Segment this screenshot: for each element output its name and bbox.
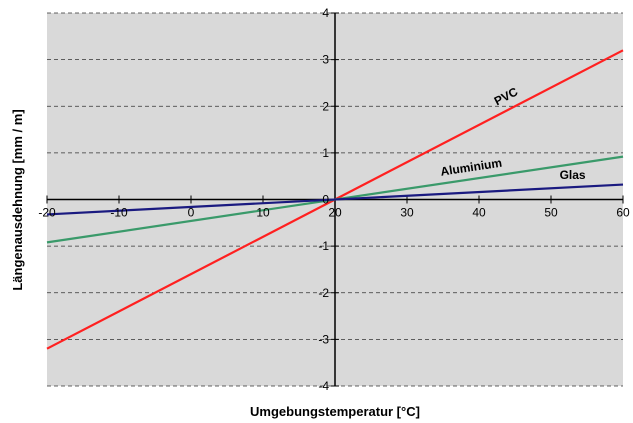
x-tick-label-60: 60 xyxy=(616,206,630,220)
y-tick-label-2: 2 xyxy=(322,99,329,113)
series-label-glas: Glas xyxy=(560,168,586,182)
y-tick-label-4: 4 xyxy=(322,6,329,20)
x-tick-label-0: 0 xyxy=(188,206,195,220)
x-tick-label-10: 10 xyxy=(256,206,270,220)
x-tick-label-20: 20 xyxy=(328,206,342,220)
y-tick-label-3: 3 xyxy=(322,53,329,67)
x-tick-label-50: 50 xyxy=(544,206,558,220)
y-tick-label-1: 1 xyxy=(322,146,329,160)
x-tick-label--20: -20 xyxy=(38,206,56,220)
x-axis-title: Umgebungstemperatur [°C] xyxy=(250,404,420,419)
x-tick-label--10: -10 xyxy=(110,206,128,220)
y-tick-label--1: -1 xyxy=(318,239,329,253)
y-tick-label-0: 0 xyxy=(322,193,329,207)
y-tick-label--2: -2 xyxy=(318,286,329,300)
x-tick-label-40: 40 xyxy=(472,206,486,220)
series-lines xyxy=(46,49,624,350)
y-tick-label--4: -4 xyxy=(318,379,329,393)
y-axis-title: Längenausdehnung [mm / m] xyxy=(10,109,25,290)
series-line-glas xyxy=(46,183,624,216)
y-tick-label--3: -3 xyxy=(318,332,329,346)
x-tick-label-30: 30 xyxy=(400,206,414,220)
